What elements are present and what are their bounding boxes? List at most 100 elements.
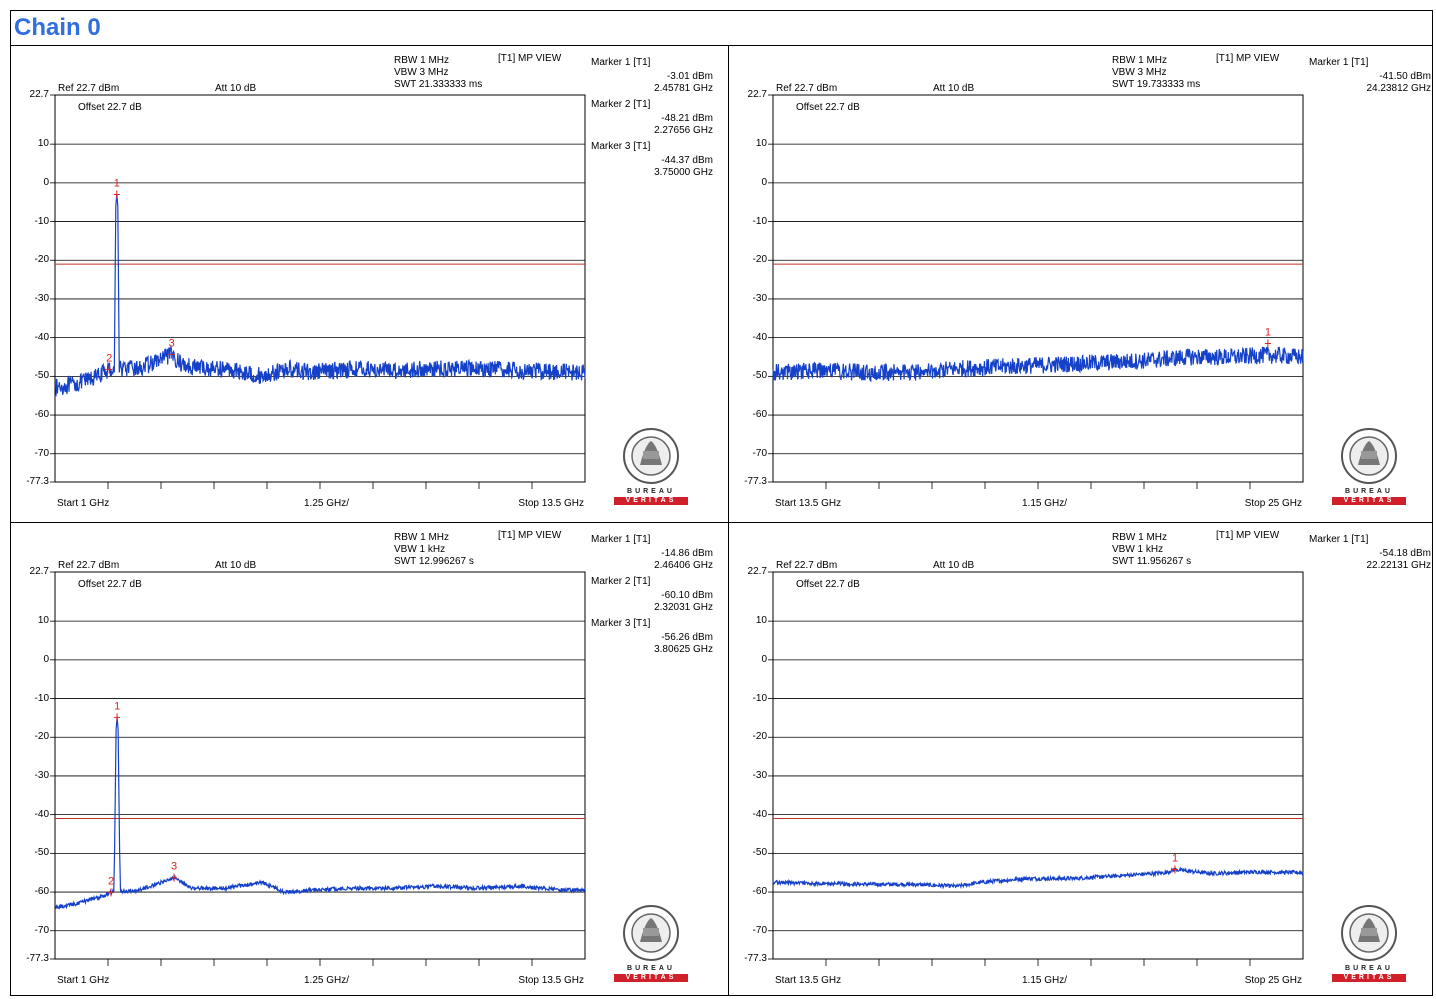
marker-cross bbox=[168, 350, 175, 359]
marker-title: Marker 3 [T1] bbox=[591, 141, 651, 152]
ref-level: Ref 22.7 dBm bbox=[776, 83, 838, 94]
marker-label: 2 bbox=[108, 875, 114, 887]
y-tick-label: -60 bbox=[34, 886, 49, 898]
y-tick-label: -60 bbox=[752, 409, 767, 421]
plot-border bbox=[54, 571, 586, 960]
logo-word-bottom: VERITAS bbox=[614, 974, 688, 982]
y-tick-label: -40 bbox=[752, 808, 767, 820]
y-tick-label: 10 bbox=[755, 138, 767, 150]
y-tick-label: -30 bbox=[752, 769, 767, 781]
logo-word-top: BUREAU bbox=[1332, 965, 1406, 973]
marker-label: 1 bbox=[1172, 853, 1178, 865]
marker-title: Marker 2 [T1] bbox=[591, 99, 651, 110]
marker-frequency: 2.32031 GHz bbox=[654, 602, 713, 613]
marker-title: Marker 3 [T1] bbox=[591, 618, 651, 629]
marker-frequency: 24.23812 GHz bbox=[1366, 83, 1432, 94]
y-tick-label: -10 bbox=[34, 215, 49, 227]
y-tick-label: -70 bbox=[34, 924, 49, 936]
marker-label: 3 bbox=[169, 338, 175, 350]
y-tick-label: -77.3 bbox=[26, 476, 49, 487]
y-tick-label: -30 bbox=[34, 769, 49, 781]
marker-frequency: 3.75000 GHz bbox=[654, 167, 713, 178]
y-tick-label: -30 bbox=[752, 292, 767, 304]
ref-level: Ref 22.7 dBm bbox=[58, 83, 120, 94]
marker-label: 3 bbox=[171, 861, 177, 873]
marker-cross bbox=[1264, 339, 1271, 348]
logo-word-bottom: VERITAS bbox=[1332, 974, 1406, 982]
plot-border bbox=[772, 94, 1304, 483]
sweep-time: SWT 12.996267 s bbox=[394, 556, 474, 567]
spectrum-trace bbox=[54, 717, 586, 910]
y-tick-label: 0 bbox=[43, 653, 49, 665]
y-tick-label: -70 bbox=[34, 447, 49, 459]
marker-label: 1 bbox=[114, 700, 120, 712]
x-start-label: Start 13.5 GHz bbox=[775, 498, 842, 509]
marker-title: Marker 1 [T1] bbox=[591, 534, 651, 545]
marker-level: -54.18 dBm bbox=[1379, 548, 1431, 559]
marker-level: -60.10 dBm bbox=[661, 590, 713, 601]
marker-label: 1 bbox=[1265, 326, 1271, 338]
x-stop-label: Stop 25 GHz bbox=[1244, 975, 1302, 986]
marker-label: 2 bbox=[106, 352, 112, 364]
marker-frequency: 2.45781 GHz bbox=[654, 83, 713, 94]
marker-cross bbox=[107, 888, 114, 897]
marker-label: 1 bbox=[114, 177, 120, 189]
y-tick-label: -20 bbox=[752, 254, 767, 266]
y-tick-label: -70 bbox=[752, 447, 767, 459]
marker-level: -14.86 dBm bbox=[661, 548, 713, 559]
x-stop-label: Stop 13.5 GHz bbox=[518, 498, 584, 509]
y-tick-label: -10 bbox=[752, 692, 767, 704]
y-tick-label: -40 bbox=[34, 808, 49, 820]
spectrum-panel: 1 22.7 10 0 -10 -20 -30 -40 -50 -60 -70 -77.3 Ref 22… bbox=[729, 47, 1436, 519]
spectrum-trace bbox=[54, 194, 586, 397]
panel-divider-vertical bbox=[728, 45, 729, 996]
trace-mode: [T1] MP VIEW bbox=[498, 530, 562, 541]
bureau-veritas-logo: BUREAU VERITAS bbox=[610, 427, 692, 507]
attenuation: Att 10 dB bbox=[215, 83, 257, 94]
y-tick-label: -10 bbox=[34, 692, 49, 704]
x-division-label: 1.25 GHz/ bbox=[304, 975, 350, 986]
seal-icon bbox=[1341, 428, 1397, 484]
y-tick-label: -77.3 bbox=[744, 476, 767, 487]
spectrum-trace bbox=[772, 346, 1304, 383]
x-start-label: Start 1 GHz bbox=[57, 498, 110, 509]
marker-cross bbox=[113, 190, 120, 199]
rbw-setting: RBW 1 MHz bbox=[1112, 532, 1167, 543]
marker-cross bbox=[1171, 865, 1178, 874]
marker-level: -44.37 dBm bbox=[661, 155, 713, 166]
x-division-label: 1.25 GHz/ bbox=[304, 498, 350, 509]
seal-icon bbox=[1341, 905, 1397, 961]
rbw-setting: RBW 1 MHz bbox=[1112, 55, 1167, 66]
logo-word-top: BUREAU bbox=[614, 488, 688, 496]
y-tick-label: -60 bbox=[34, 409, 49, 421]
y-tick-label: -20 bbox=[34, 731, 49, 743]
vbw-setting: VBW 3 MHz bbox=[394, 67, 449, 78]
plot-area: 1 bbox=[768, 571, 1304, 966]
offset-label: Offset 22.7 dB bbox=[796, 102, 860, 113]
attenuation: Att 10 dB bbox=[933, 560, 975, 571]
y-tick-label: -40 bbox=[34, 331, 49, 343]
attenuation: Att 10 dB bbox=[215, 560, 257, 571]
marker-level: -3.01 dBm bbox=[666, 71, 713, 82]
y-tick-label: -10 bbox=[752, 215, 767, 227]
bureau-veritas-logo: BUREAU VERITAS bbox=[1328, 904, 1410, 984]
seal-icon bbox=[623, 905, 679, 961]
y-tick-label: -20 bbox=[34, 254, 49, 266]
vbw-setting: VBW 1 kHz bbox=[394, 544, 446, 555]
marker-frequency: 2.27656 GHz bbox=[654, 125, 713, 136]
logo-word-bottom: VERITAS bbox=[1332, 497, 1406, 505]
y-tick-label: 10 bbox=[755, 615, 767, 627]
marker-level: -41.50 dBm bbox=[1379, 71, 1431, 82]
marker-frequency: 22.22131 GHz bbox=[1366, 560, 1432, 571]
offset-label: Offset 22.7 dB bbox=[796, 579, 860, 590]
marker-level: -56.26 dBm bbox=[661, 632, 713, 643]
logo-word-top: BUREAU bbox=[1332, 488, 1406, 496]
sweep-time: SWT 21.333333 ms bbox=[394, 79, 483, 90]
x-division-label: 1.15 GHz/ bbox=[1022, 975, 1068, 986]
x-division-label: 1.15 GHz/ bbox=[1022, 498, 1068, 509]
plot-border bbox=[772, 571, 1304, 960]
y-tick-label: -50 bbox=[34, 370, 49, 382]
plot-area: 1 2 3 bbox=[50, 94, 586, 489]
y-tick-label: 10 bbox=[37, 615, 49, 627]
offset-label: Offset 22.7 dB bbox=[78, 579, 142, 590]
